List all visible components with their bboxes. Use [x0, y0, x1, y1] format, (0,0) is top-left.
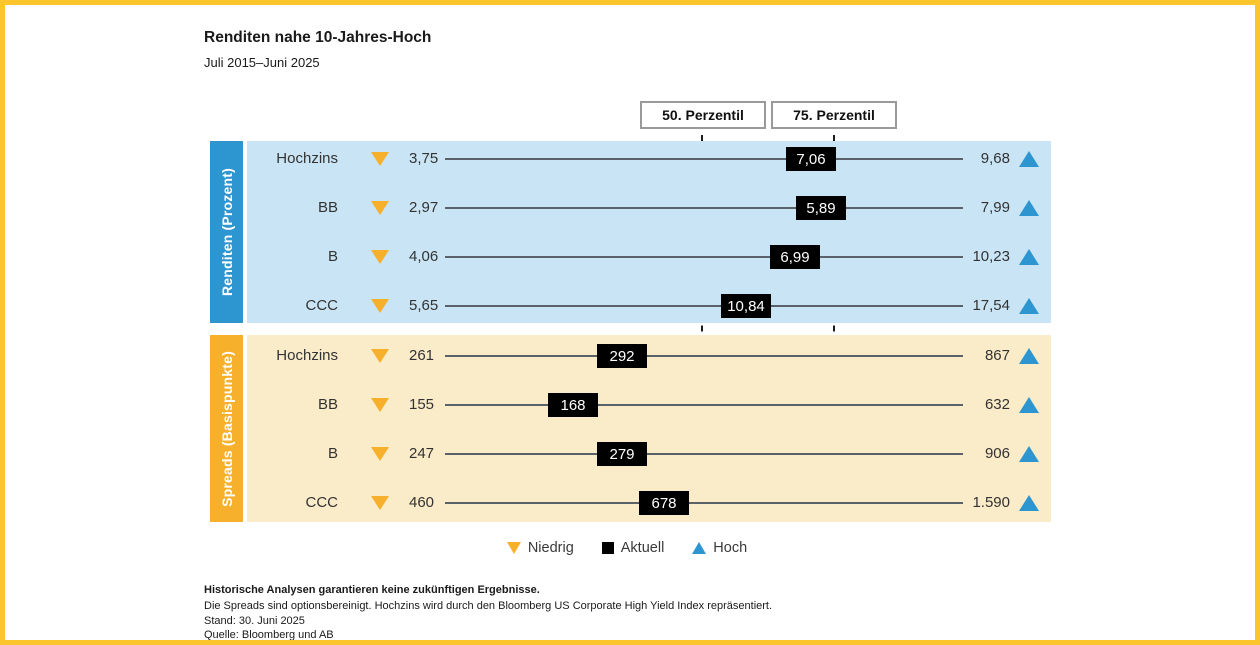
high-value: 632	[984, 396, 1010, 413]
spreads-panel	[247, 335, 1051, 522]
range-line	[445, 404, 963, 406]
category-label: Hochzins	[276, 150, 338, 167]
high-value: 867	[984, 347, 1010, 364]
triangle-down-icon	[371, 152, 389, 166]
current-value-box: 279	[597, 442, 647, 466]
triangle-up-icon	[1019, 495, 1039, 511]
legend-label: Niedrig	[527, 540, 574, 556]
triangle-down-icon	[371, 250, 389, 264]
triangle-down-icon	[371, 447, 389, 461]
triangle-up-icon	[1019, 298, 1039, 314]
category-label: CCC	[305, 494, 339, 511]
high-value: 7,99	[980, 199, 1010, 216]
triangle-up-icon	[1019, 200, 1039, 216]
range-line	[445, 158, 963, 160]
percentile-50-dashed-line	[701, 135, 703, 522]
low-value: 247	[409, 445, 435, 462]
category-label: BB	[317, 396, 338, 413]
high-value: 1.590	[972, 494, 1010, 511]
high-value: 9,68	[980, 150, 1010, 167]
renditen-panel	[247, 141, 1051, 323]
high-value: 906	[984, 445, 1010, 462]
chart-row-spreads-b: B 247 279 906	[247, 441, 1051, 467]
legend-item-aktuell: Aktuell	[601, 540, 665, 556]
triangle-up-icon	[692, 542, 707, 554]
range-line	[445, 305, 963, 307]
spreads-panel-tab: Spreads (Basispunkte)	[210, 335, 243, 522]
triangle-down-icon	[371, 398, 389, 412]
category-label: BB	[317, 199, 338, 216]
low-value: 3,75	[409, 150, 439, 167]
legend-item-hoch: Hoch	[692, 540, 747, 556]
low-value: 5,65	[409, 297, 439, 314]
chart-row-spreads-bb: BB 155 168 632	[247, 392, 1051, 418]
legend-item-niedrig: Niedrig	[506, 540, 574, 556]
triangle-up-icon	[1019, 446, 1039, 462]
range-line	[445, 355, 963, 357]
current-value-box: 168	[548, 393, 598, 417]
legend: Niedrig Aktuell Hoch	[247, 537, 1051, 559]
percentile-75-label: 75. Perzentil	[771, 101, 897, 129]
triangle-up-icon	[1019, 397, 1039, 413]
triangle-up-icon	[1019, 348, 1039, 364]
triangle-down-icon	[371, 201, 389, 215]
current-value-box: 7,06	[786, 147, 836, 171]
low-value: 2,97	[409, 199, 439, 216]
percentile-75-dashed-line	[833, 135, 835, 522]
triangle-down-icon	[371, 349, 389, 363]
renditen-panel-title: Renditen (Prozent)	[218, 167, 235, 297]
triangle-down-icon	[371, 299, 389, 313]
high-value: 17,54	[972, 297, 1010, 314]
range-line	[445, 256, 963, 258]
category-label: B	[327, 248, 338, 265]
square-icon	[601, 542, 614, 554]
current-value-box: 292	[597, 344, 647, 368]
triangle-up-icon	[1019, 151, 1039, 167]
spreads-panel-title: Spreads (Basispunkte)	[218, 350, 235, 507]
chart-row-renditen-hochzins: Hochzins 3,75 7,06 9,68	[247, 146, 1051, 172]
current-value-box: 10,84	[721, 294, 771, 318]
range-line	[445, 502, 963, 504]
category-label: B	[327, 445, 338, 462]
current-value-box: 6,99	[770, 245, 820, 269]
renditen-panel-tab: Renditen (Prozent)	[210, 141, 243, 323]
triangle-down-icon	[506, 542, 521, 554]
chart-row-renditen-b: B 4,06 6,99 10,23	[247, 244, 1051, 270]
low-value: 460	[409, 494, 435, 511]
chart-row-renditen-ccc: CCC 5,65 10,84 17,54	[247, 293, 1051, 319]
range-line	[445, 207, 963, 209]
low-value: 155	[409, 396, 435, 413]
current-value-box: 5,89	[796, 196, 846, 220]
high-value: 10,23	[972, 248, 1010, 265]
triangle-down-icon	[371, 496, 389, 510]
footnote-note: Die Spreads sind optionsbereinigt. Hochz…	[204, 600, 773, 612]
range-line	[445, 453, 963, 455]
chart-row-spreads-hochzins: Hochzins 261 292 867	[247, 343, 1051, 369]
chart-row-spreads-ccc: CCC 460 678 1.590	[247, 490, 1051, 516]
low-value: 4,06	[409, 248, 439, 265]
percentile-50-label: 50. Perzentil	[640, 101, 766, 129]
page-title: Renditen nahe 10-Jahres-Hoch	[204, 29, 432, 46]
chart-row-renditen-bb: BB 2,97 5,89 7,99	[247, 195, 1051, 221]
footnote-as-of-date: Stand: 30. Juni 2025	[204, 615, 305, 627]
footnote-disclaimer: Historische Analysen garantieren keine z…	[204, 584, 540, 596]
page-subtitle: Juli 2015–Juni 2025	[204, 55, 320, 70]
category-label: CCC	[305, 297, 339, 314]
current-value-box: 678	[639, 491, 689, 515]
footnote-source: Quelle: Bloomberg und AB	[204, 629, 334, 641]
legend-label: Hoch	[713, 540, 748, 556]
triangle-up-icon	[1019, 249, 1039, 265]
low-value: 261	[409, 347, 435, 364]
category-label: Hochzins	[276, 347, 338, 364]
legend-label: Aktuell	[620, 540, 665, 556]
